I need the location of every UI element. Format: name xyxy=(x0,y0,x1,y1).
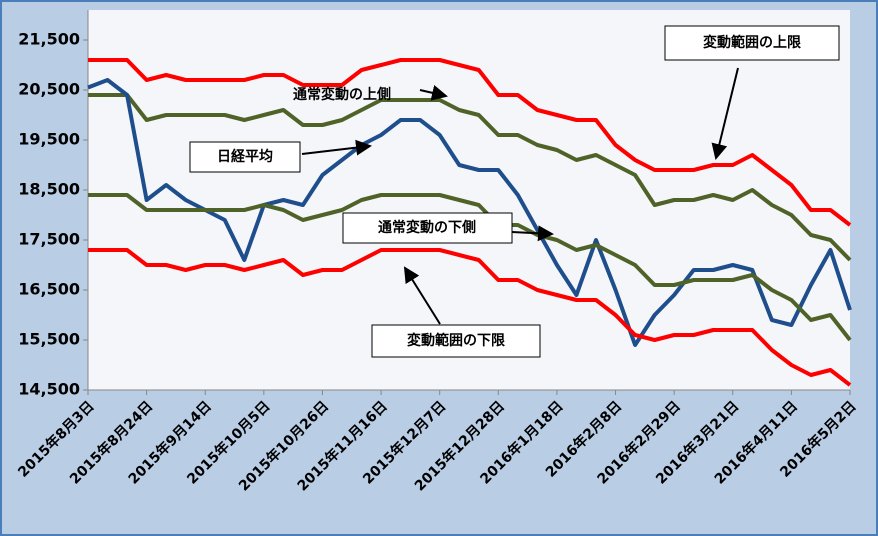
annotation: 変動範囲の上限 xyxy=(703,34,801,51)
series-line xyxy=(88,93,852,262)
y-tick-label: 16,500 xyxy=(18,280,80,299)
series-line xyxy=(88,193,852,342)
y-tick-label: 17,500 xyxy=(18,230,80,249)
annotation: 日経平均 xyxy=(217,148,273,165)
arrow xyxy=(511,225,554,242)
arrow xyxy=(711,67,739,160)
annotation: 通常変動の下側 xyxy=(378,219,476,236)
y-tick-label: 21,500 xyxy=(18,30,80,49)
annotation: 変動範囲の下限 xyxy=(407,332,505,349)
y-tick-label: 18,500 xyxy=(18,180,80,199)
y-tick-label: 15,500 xyxy=(18,330,80,349)
series-line xyxy=(88,248,852,387)
arrow xyxy=(419,85,448,101)
series-line xyxy=(88,58,852,227)
y-tick-label: 14,500 xyxy=(18,380,80,399)
callout xyxy=(342,212,513,244)
y-tick-label: 19,500 xyxy=(18,130,80,149)
callout xyxy=(371,324,541,358)
callout xyxy=(664,25,840,61)
annotation: 通常変動の上側 xyxy=(293,86,391,103)
arrow xyxy=(403,266,441,325)
series-line xyxy=(87,78,852,347)
callout xyxy=(189,141,301,173)
y-tick-label: 20,500 xyxy=(18,80,80,99)
arrow xyxy=(301,139,372,156)
